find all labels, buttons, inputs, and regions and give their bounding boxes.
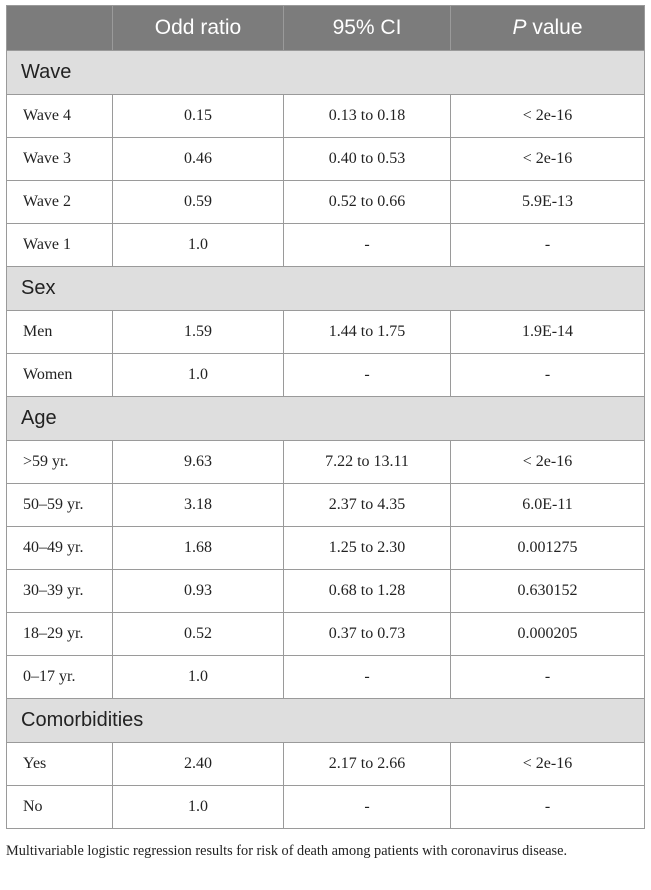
p-value-cell: 6.0E-11: [450, 483, 645, 527]
odd-ratio-cell: 1.0: [112, 785, 284, 829]
ci-cell: 2.17 to 2.66: [283, 742, 451, 786]
header-variable: [6, 5, 113, 51]
p-value-cell: -: [450, 785, 645, 829]
ci-cell: -: [283, 655, 451, 699]
table-row: Wave 1 1.0 - -: [6, 223, 645, 267]
table-row: Wave 4 0.15 0.13 to 0.18 < 2e-16: [6, 94, 645, 138]
ci-cell: 0.52 to 0.66: [283, 180, 451, 224]
p-value-cell: 1.9E-14: [450, 310, 645, 354]
section-title: Sex: [6, 266, 645, 311]
odd-ratio-cell: 1.68: [112, 526, 284, 570]
ci-cell: 0.68 to 1.28: [283, 569, 451, 613]
p-value-cell: -: [450, 655, 645, 699]
row-label: No: [6, 785, 113, 829]
section-title: Age: [6, 396, 645, 441]
table-row: 50–59 yr. 3.18 2.37 to 4.35 6.0E-11: [6, 483, 645, 527]
odd-ratio-cell: 0.46: [112, 137, 284, 181]
odd-ratio-cell: 0.93: [112, 569, 284, 613]
row-label: Men: [6, 310, 113, 354]
odd-ratio-cell: 3.18: [112, 483, 284, 527]
table-caption: Multivariable logistic regression result…: [6, 843, 568, 859]
ci-cell: 0.37 to 0.73: [283, 612, 451, 656]
ci-cell: 1.44 to 1.75: [283, 310, 451, 354]
row-label: Yes: [6, 742, 113, 786]
header-p-italic: P: [512, 16, 527, 39]
header-odd-ratio: Odd ratio: [112, 5, 284, 51]
table-row: 30–39 yr. 0.93 0.68 to 1.28 0.630152: [6, 569, 645, 613]
section-row-comorbidities: Comorbidities: [6, 698, 645, 743]
table-row: Yes 2.40 2.17 to 2.66 < 2e-16: [6, 742, 645, 786]
row-label: >59 yr.: [6, 440, 113, 484]
section-row-sex: Sex: [6, 266, 645, 311]
odd-ratio-cell: 1.0: [112, 223, 284, 267]
odd-ratio-cell: 1.59: [112, 310, 284, 354]
table-row: No 1.0 - -: [6, 785, 645, 829]
table-row: 40–49 yr. 1.68 1.25 to 2.30 0.001275: [6, 526, 645, 570]
row-label: 18–29 yr.: [6, 612, 113, 656]
row-label: Wave 4: [6, 94, 113, 138]
odd-ratio-cell: 0.59: [112, 180, 284, 224]
ci-cell: -: [283, 353, 451, 397]
table-row: >59 yr. 9.63 7.22 to 13.11 < 2e-16: [6, 440, 645, 484]
header-row: Odd ratio 95% CI P value: [6, 5, 645, 51]
table-row: Men 1.59 1.44 to 1.75 1.9E-14: [6, 310, 645, 354]
p-value-cell: < 2e-16: [450, 137, 645, 181]
odd-ratio-cell: 1.0: [112, 353, 284, 397]
odd-ratio-cell: 9.63: [112, 440, 284, 484]
p-value-cell: -: [450, 223, 645, 267]
table-row: 0–17 yr. 1.0 - -: [6, 655, 645, 699]
odd-ratio-cell: 2.40: [112, 742, 284, 786]
results-table-container: Odd ratio 95% CI P value Wave Wave 4 0.1…: [6, 5, 645, 829]
p-value-cell: < 2e-16: [450, 742, 645, 786]
row-label: 50–59 yr.: [6, 483, 113, 527]
row-label: Women: [6, 353, 113, 397]
odd-ratio-cell: 1.0: [112, 655, 284, 699]
section-title: Comorbidities: [6, 698, 645, 743]
ci-cell: 1.25 to 2.30: [283, 526, 451, 570]
table-row: 18–29 yr. 0.52 0.37 to 0.73 0.000205: [6, 612, 645, 656]
section-row-age: Age: [6, 396, 645, 441]
row-label: 0–17 yr.: [6, 655, 113, 699]
table-row: Wave 3 0.46 0.40 to 0.53 < 2e-16: [6, 137, 645, 181]
header-p-value: P value: [450, 5, 645, 51]
results-table: Odd ratio 95% CI P value Wave Wave 4 0.1…: [6, 5, 645, 829]
row-label: Wave 1: [6, 223, 113, 267]
ci-cell: 0.40 to 0.53: [283, 137, 451, 181]
ci-cell: -: [283, 223, 451, 267]
row-label: Wave 3: [6, 137, 113, 181]
ci-cell: 0.13 to 0.18: [283, 94, 451, 138]
section-row-wave: Wave: [6, 50, 645, 95]
odd-ratio-cell: 0.15: [112, 94, 284, 138]
header-p-rest: value: [526, 16, 583, 39]
ci-cell: 7.22 to 13.11: [283, 440, 451, 484]
p-value-cell: < 2e-16: [450, 94, 645, 138]
header-ci: 95% CI: [283, 5, 451, 51]
row-label: 40–49 yr.: [6, 526, 113, 570]
p-value-cell: 0.000205: [450, 612, 645, 656]
p-value-cell: -: [450, 353, 645, 397]
p-value-cell: 0.630152: [450, 569, 645, 613]
p-value-cell: 5.9E-13: [450, 180, 645, 224]
p-value-cell: < 2e-16: [450, 440, 645, 484]
row-label: 30–39 yr.: [6, 569, 113, 613]
ci-cell: -: [283, 785, 451, 829]
odd-ratio-cell: 0.52: [112, 612, 284, 656]
row-label: Wave 2: [6, 180, 113, 224]
ci-cell: 2.37 to 4.35: [283, 483, 451, 527]
section-title: Wave: [6, 50, 645, 95]
table-row: Women 1.0 - -: [6, 353, 645, 397]
table-row: Wave 2 0.59 0.52 to 0.66 5.9E-13: [6, 180, 645, 224]
p-value-cell: 0.001275: [450, 526, 645, 570]
